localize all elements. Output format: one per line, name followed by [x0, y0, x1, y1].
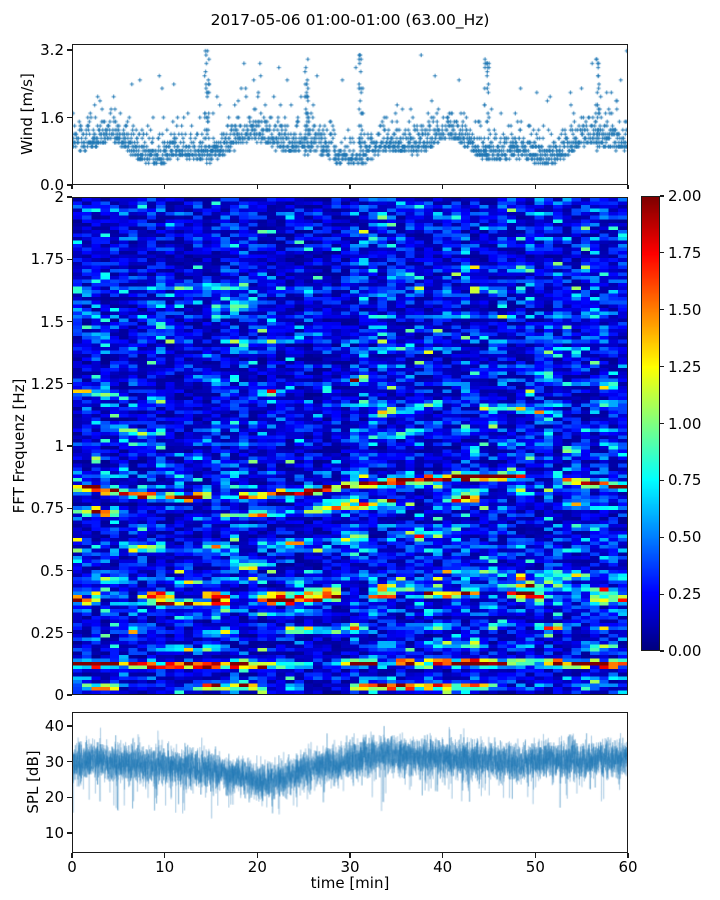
- wind-ytick-mark: [67, 184, 72, 186]
- wind-x-tick-mark: [627, 185, 629, 189]
- spl-line-canvas: [73, 713, 627, 852]
- x-tick-label: 40: [433, 858, 453, 876]
- x-tick-label: 0: [67, 858, 77, 876]
- colorbar-tick-mark: [660, 195, 664, 197]
- x-tick-label: 50: [525, 858, 545, 876]
- fft_spectrogram-ytick-mark: [67, 258, 72, 260]
- fft_spectrogram-ytick-mark: [67, 694, 72, 696]
- x-tick-mark: [349, 853, 351, 858]
- fft_spectrogram-ytick-mark: [67, 320, 72, 323]
- wind-ytick-label: 1.6: [40, 108, 64, 127]
- colorbar-tick-label: 1.00: [668, 414, 702, 433]
- fft_spectrogram-ytick-mark: [67, 569, 72, 572]
- wind-x-tick-mark: [534, 185, 536, 189]
- fft_spectrogram-ytick-label: 1.25: [30, 374, 64, 393]
- fft_spectrogram-ytick-label: 0.25: [30, 623, 64, 642]
- colorbar-tick-mark: [660, 479, 664, 481]
- x-tick-mark: [627, 853, 629, 858]
- wind-ytick-label: 3.2: [40, 41, 64, 60]
- x-tick-label: 10: [155, 858, 175, 876]
- colorbar-tick-label: 0.25: [668, 585, 702, 604]
- wind-x-tick-mark: [442, 185, 444, 189]
- x-tick-mark: [442, 853, 444, 858]
- colorbar-tick-label: 1.50: [668, 300, 702, 319]
- fft_spectrogram-ytick-label: 0.5: [40, 561, 64, 580]
- x-tick-label: 60: [618, 858, 638, 876]
- fft_spectrogram-ytick-mark: [67, 507, 72, 509]
- fft_spectrogram-ytick-label: 1.75: [30, 250, 64, 269]
- x-tick-label: 20: [247, 858, 267, 876]
- wind-x-tick-mark: [349, 185, 351, 189]
- spl-ytick-mark: [67, 725, 72, 727]
- fft_spectrogram-ytick-label: 1.5: [40, 312, 64, 331]
- spl-panel: [72, 712, 628, 853]
- colorbar-tick-mark: [660, 309, 664, 311]
- x-tick-label: 30: [340, 858, 360, 876]
- spl-ytick-mark: [67, 761, 72, 763]
- colorbar-tick-mark: [660, 366, 664, 368]
- wind-scatter-panel: [72, 44, 628, 185]
- colorbar-tick-mark: [660, 422, 664, 425]
- x-tick-mark: [256, 853, 258, 858]
- colorbar-tick-mark: [660, 593, 664, 595]
- wind-scatter-canvas: [73, 45, 627, 184]
- colorbar-tick-mark: [660, 536, 664, 538]
- chart-title: 2017-05-06 01:00-01:00 (63.00_Hz): [210, 11, 490, 29]
- colorbar-tick-label: 0.75: [668, 471, 702, 490]
- colorbar-tick-label: 0.50: [668, 528, 702, 547]
- colorbar-tick-label: 0.00: [668, 642, 702, 660]
- spl-ytick-label: 10: [44, 824, 64, 842]
- spectrogram-canvas: [73, 198, 627, 694]
- colorbar-tick-mark: [660, 252, 664, 254]
- colorbar-gradient-canvas: [642, 197, 659, 650]
- colorbar: [641, 196, 660, 651]
- spl-ytick-label: 30: [44, 752, 64, 771]
- spl-ytick-label: 40: [44, 716, 64, 735]
- x-tick-mark: [71, 853, 73, 858]
- spectrogram-panel: [72, 197, 628, 695]
- fft_spectrogram-ytick-label: 1: [54, 437, 64, 455]
- wind-ytick-mark: [67, 116, 72, 119]
- x-axis-label: time [min]: [310, 874, 390, 892]
- wind-x-tick-mark: [71, 185, 73, 189]
- x-tick-mark: [534, 853, 536, 858]
- wind-x-tick-mark: [164, 185, 166, 189]
- fft_spectrogram-ytick-label: 0.75: [30, 499, 64, 518]
- colorbar-tick-label: 2.00: [668, 187, 702, 205]
- colorbar-tick-label: 1.25: [668, 357, 702, 376]
- fft_spectrogram-ytick-label: 2: [54, 188, 64, 206]
- x-tick-mark: [164, 853, 166, 858]
- wind-x-tick-mark: [256, 185, 258, 189]
- fft_spectrogram-ytick-mark: [67, 632, 72, 634]
- wind-ytick-mark: [67, 49, 72, 51]
- fft_spectrogram-ytick-label: 0: [54, 686, 64, 704]
- spl-ytick-mark: [67, 796, 72, 798]
- fft_spectrogram-ytick-mark: [67, 196, 72, 198]
- spl-ytick-mark: [67, 832, 72, 834]
- colorbar-tick-mark: [660, 650, 664, 652]
- wind-ytick-label: 0.0: [40, 176, 64, 194]
- colorbar-tick-label: 1.75: [668, 243, 702, 262]
- fft_spectrogram-ytick-mark: [67, 383, 72, 385]
- fft_spectrogram-ytick-mark: [67, 445, 72, 447]
- spl-ytick-label: 20: [44, 788, 64, 807]
